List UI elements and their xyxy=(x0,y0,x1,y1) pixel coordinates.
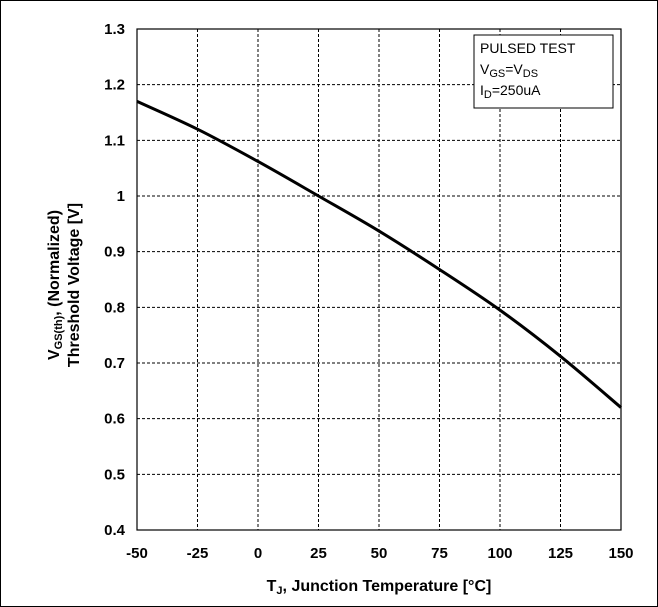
plot-border xyxy=(136,28,622,531)
y-tick-label: 0.4 xyxy=(104,522,126,539)
x-tick-label: -50 xyxy=(126,545,148,562)
y-axis-title-line-2: Threshold Voltage [V] xyxy=(66,203,83,367)
x-axis-title: TJ, Junction Temperature [°C] xyxy=(267,578,492,597)
legend-box: PULSED TEST VGS=VDS ID=250uA xyxy=(473,34,614,109)
threshold-voltage-curve xyxy=(136,100,622,409)
y-tick-label: 0.5 xyxy=(104,466,125,483)
x-tick-label: 50 xyxy=(371,545,388,562)
y-tick-label: 1.2 xyxy=(104,77,125,94)
x-tick-label: 150 xyxy=(608,545,633,562)
x-tick-label: 0 xyxy=(254,545,262,562)
y-tick-label: 0.9 xyxy=(104,244,125,261)
legend-frame xyxy=(473,34,614,109)
x-tick-label: 100 xyxy=(487,545,512,562)
y-tick-label: 1.3 xyxy=(104,21,125,38)
y-axis-title-line-1: VGS(th), (Normalized) xyxy=(46,210,65,360)
y-tick-label: 0.7 xyxy=(104,355,125,372)
x-tick-label: -25 xyxy=(187,545,209,562)
x-tick-label: 125 xyxy=(548,545,573,562)
legend-line-2: VGS=VDS xyxy=(480,61,538,80)
legend-line-3: ID=250uA xyxy=(480,82,541,101)
x-tick-label: 75 xyxy=(431,545,448,562)
ticks: -50 -25 0 25 50 75 100 125 150 1.3 1.2 1.1 1 0.9 0.8 0.… xyxy=(104,21,633,562)
y-tick-label: 1.1 xyxy=(104,132,125,149)
y-tick-label: 0.6 xyxy=(104,411,125,428)
legend-line-1: PULSED TEST xyxy=(480,40,576,56)
y-tick-label: 1 xyxy=(117,188,125,205)
grid xyxy=(137,29,621,530)
x-tick-label: 25 xyxy=(310,545,327,562)
y-axis-title: VGS(th), (Normalized) Threshold Voltage … xyxy=(46,203,83,367)
y-tick-label: 0.8 xyxy=(104,299,125,316)
